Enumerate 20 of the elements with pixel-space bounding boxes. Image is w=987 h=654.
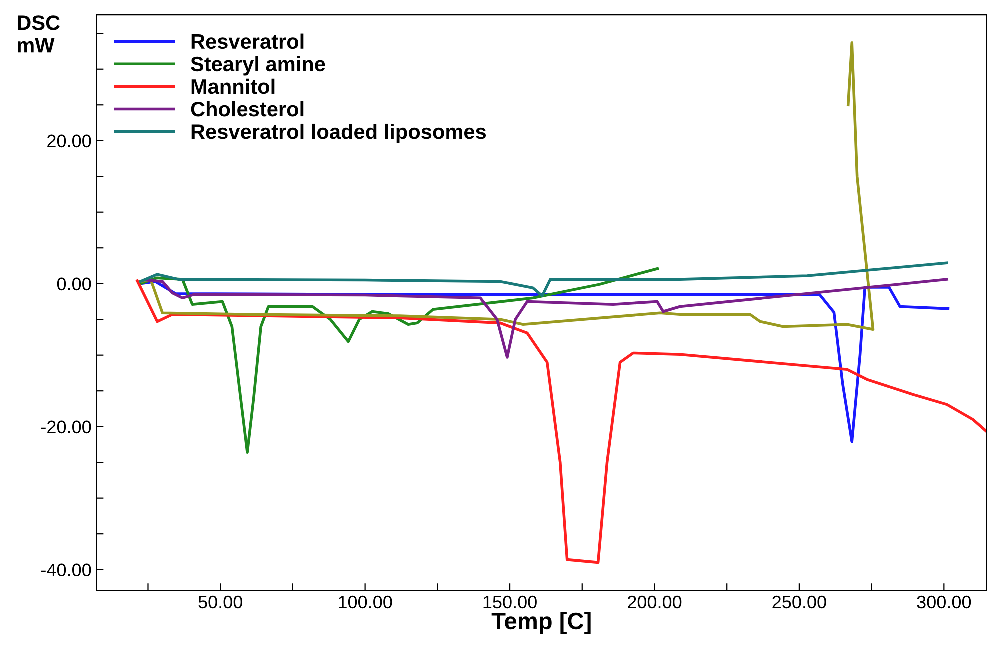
x-axis-title: Temp [C] xyxy=(492,612,591,634)
y-axis-title: DSC mW xyxy=(18,16,60,53)
x-tick-label: 250.00 xyxy=(772,596,826,609)
y-tick-label: 0.00 xyxy=(57,278,92,291)
legend-label: Stearyl amine xyxy=(191,56,326,76)
x-tick-label: 200.00 xyxy=(628,596,682,609)
y-tick-label: 20.00 xyxy=(48,134,92,148)
x-tick-label: 150.00 xyxy=(484,596,537,609)
legend-label: Mannitol xyxy=(192,78,275,94)
legend-label: Cholesterol xyxy=(191,101,304,117)
y-tick-label: -40.00 xyxy=(41,564,92,577)
x-tick-label: 300.00 xyxy=(917,596,972,609)
x-tick-label: 100.00 xyxy=(339,596,392,609)
line-series xyxy=(144,278,948,359)
line-series xyxy=(139,262,948,298)
legend-label: Resveratrol loaded liposomes xyxy=(192,124,486,144)
legend-label: Resveratrol xyxy=(192,34,304,50)
x-tick-label: 50.00 xyxy=(198,596,242,609)
line-series xyxy=(136,280,987,564)
y-tick-label: -20.00 xyxy=(41,420,92,434)
